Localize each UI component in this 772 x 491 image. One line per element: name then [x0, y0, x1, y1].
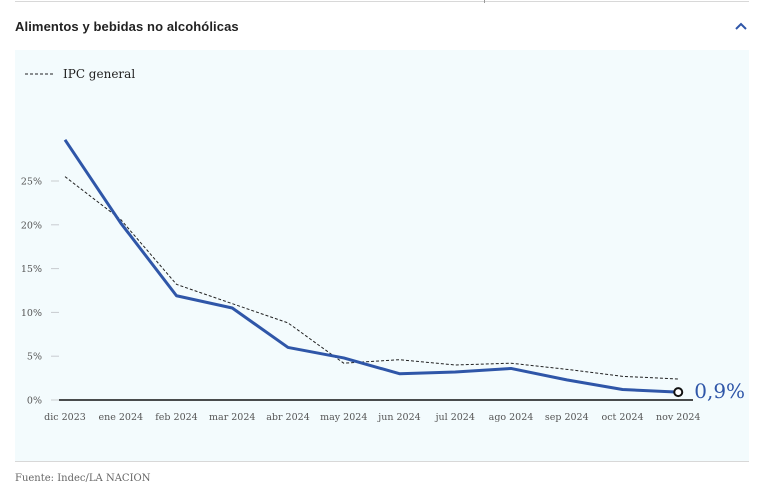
source-note: Fuente: Indec/LA NACION [15, 473, 151, 484]
x-tick-label: jun 2024 [377, 412, 420, 423]
bottom-rule [15, 461, 749, 462]
chevron-up-icon[interactable] [733, 18, 749, 34]
top-rule [15, 1, 749, 2]
top-tick [484, 0, 485, 3]
y-tick-label: 0% [27, 396, 42, 407]
legend: IPC general [25, 67, 135, 81]
gridlines [51, 180, 693, 401]
y-tick-label: 25% [21, 177, 42, 188]
series-ipc-general-line [64, 176, 679, 380]
end-point-marker [673, 387, 684, 398]
x-tick-label: jul 2024 [435, 412, 475, 423]
x-tick-label: mar 2024 [209, 412, 255, 423]
y-axis-ticks: 0% 5% 10% 15% 20% 25% [21, 177, 42, 407]
end-value-label: 0,9% [694, 379, 745, 403]
x-tick-label: may 2024 [320, 412, 367, 423]
series-main-line [63, 138, 679, 394]
x-tick-label: oct 2024 [601, 412, 643, 423]
x-tick-label: abr 2024 [266, 412, 309, 423]
x-tick-label: ago 2024 [489, 412, 534, 423]
x-tick-label: dic 2023 [44, 412, 86, 423]
y-tick-label: 5% [27, 352, 42, 363]
series-layer: 0,9% [63, 138, 745, 403]
x-tick-label: sep 2024 [545, 412, 589, 423]
y-tick-label: 20% [21, 220, 42, 231]
y-tick-label: 10% [21, 308, 42, 319]
section-title: Alimentos y bebidas no alcohólicas [15, 18, 239, 34]
section-header[interactable]: Alimentos y bebidas no alcohólicas [15, 12, 749, 40]
legend-label: IPC general [63, 67, 135, 81]
y-tick-label: 15% [21, 264, 42, 275]
x-axis-ticks: dic 2023 ene 2024 feb 2024 mar 2024 abr 2024… [44, 412, 700, 423]
chart-panel: IPC general 0% 5% 10% 15% 20% 25% dic 2023 ene… [15, 50, 749, 461]
line-chart: IPC general 0% 5% 10% 15% 20% 25% dic 2023 ene… [21, 67, 745, 423]
x-tick-label: ene 2024 [98, 412, 143, 423]
x-tick-label: feb 2024 [155, 412, 197, 423]
x-tick-label: nov 2024 [656, 412, 700, 423]
